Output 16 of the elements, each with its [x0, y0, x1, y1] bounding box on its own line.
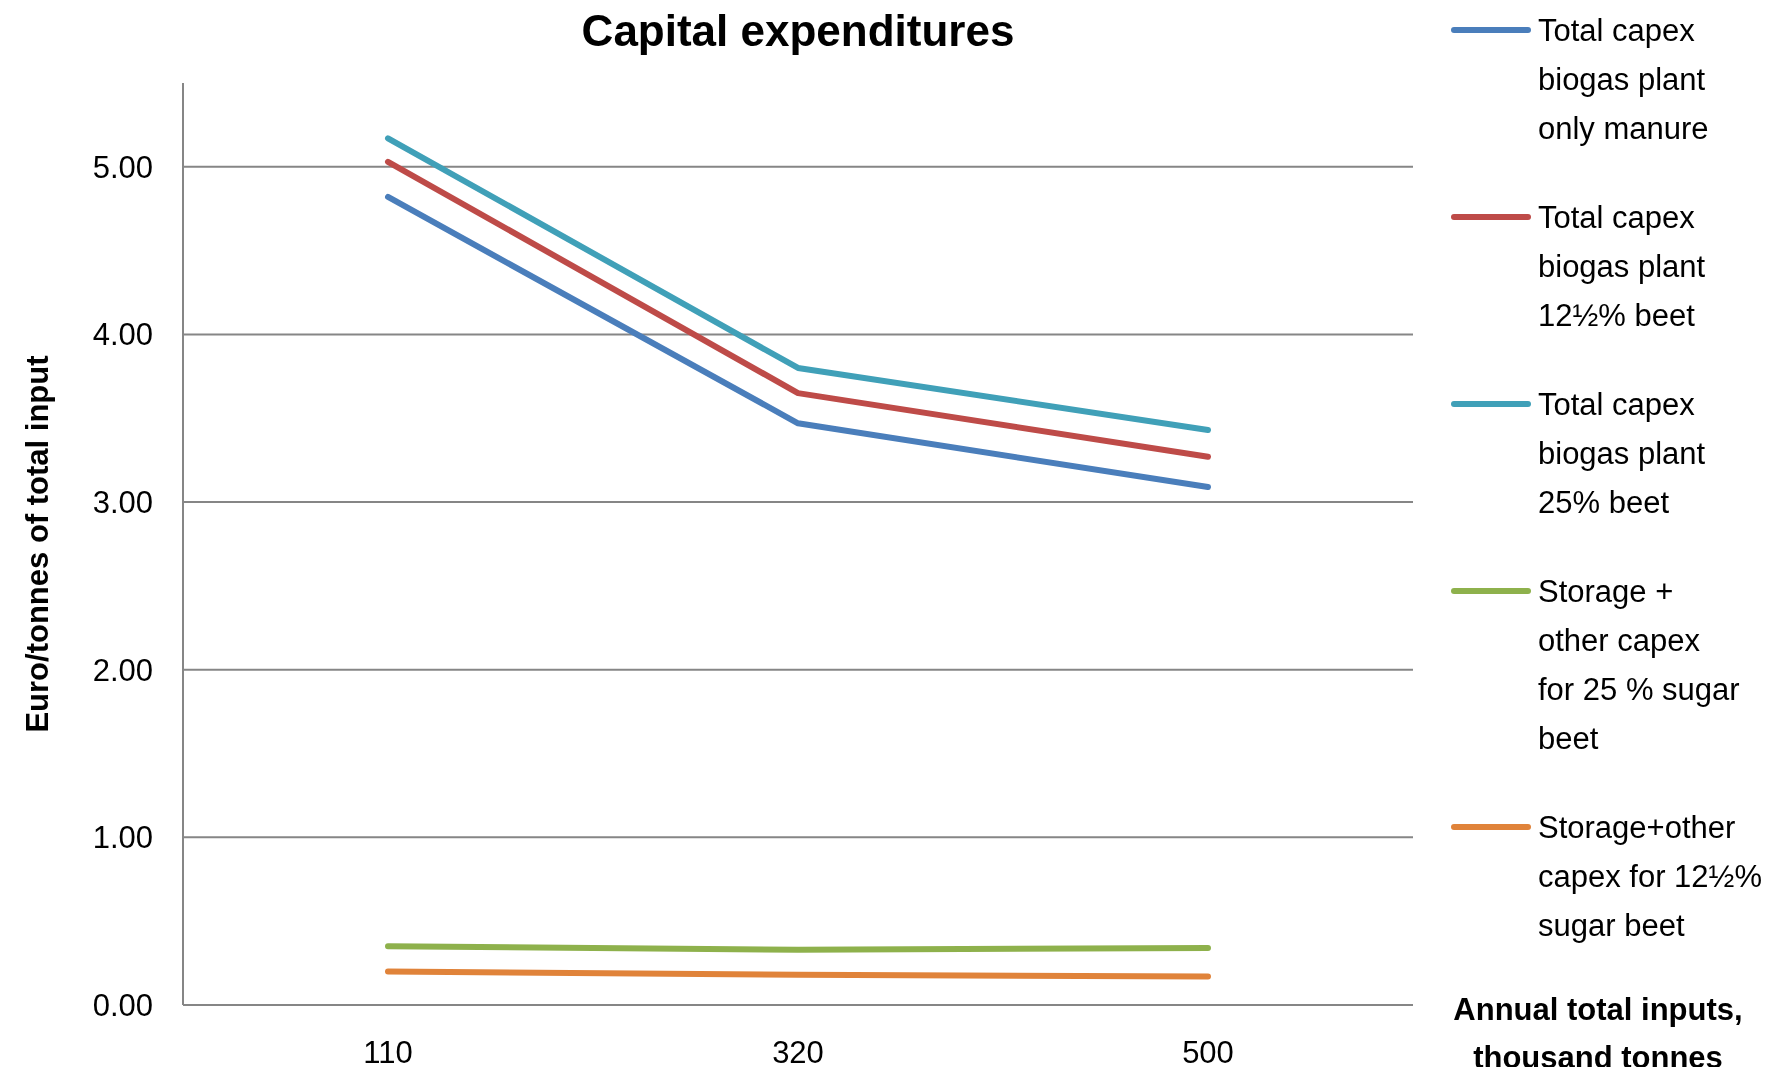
y-tick-label: 2.00 [92, 652, 153, 688]
y-tick-label: 4.00 [92, 317, 153, 353]
y-tick-label: 0.00 [92, 987, 153, 1023]
x-tick-label: 320 [772, 1035, 824, 1067]
x-tick-label: 500 [1182, 1035, 1234, 1067]
x-tick-label: 110 [363, 1035, 413, 1067]
legend-label: Storage+other capex for 12½% sugar beet [1538, 809, 1763, 943]
y-tick-label: 3.00 [92, 484, 153, 520]
y-axis-title: Euro/tonnes of total input [20, 355, 55, 733]
legend-label: Total capex biogas plant 25% beet [1538, 386, 1706, 520]
y-tick-label: 5.00 [92, 149, 153, 185]
chart-title: Capital expenditures [581, 6, 1015, 55]
legend-label: Storage + other capex for 25 % sugar beet [1538, 573, 1740, 756]
legend-label: Total capex biogas plant only manure [1538, 12, 1709, 146]
legend-label: Total capex biogas plant 12½% beet [1538, 199, 1706, 333]
y-tick-label: 1.00 [92, 820, 153, 856]
